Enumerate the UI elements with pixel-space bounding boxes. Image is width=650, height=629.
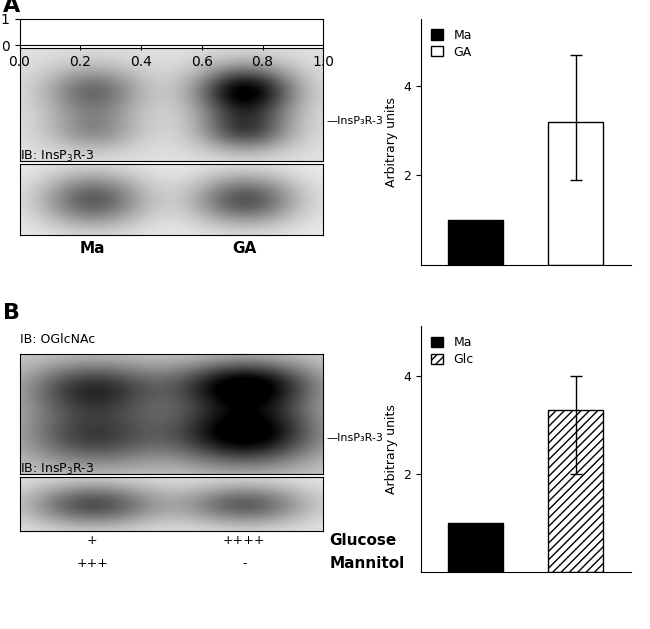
Text: A: A — [3, 0, 21, 16]
Text: B: B — [3, 303, 20, 323]
Text: -: - — [242, 557, 246, 571]
Text: IB: OGlcNAc: IB: OGlcNAc — [20, 333, 95, 347]
Bar — [448, 523, 503, 572]
Bar — [548, 410, 603, 572]
Text: GA: GA — [232, 242, 257, 257]
Y-axis label: Arbitrary units: Arbitrary units — [385, 404, 398, 494]
Y-axis label: Arbitrary units: Arbitrary units — [385, 97, 398, 187]
Bar — [548, 122, 603, 265]
Text: —InsP₃R-3: —InsP₃R-3 — [326, 433, 384, 443]
Text: IB: InsP$_3$R-3: IB: InsP$_3$R-3 — [20, 462, 94, 477]
Text: +++: +++ — [77, 557, 109, 571]
Text: Glucose: Glucose — [330, 533, 396, 548]
Text: IB: InsP$_3$R-3: IB: InsP$_3$R-3 — [20, 148, 94, 164]
Legend: Ma, Glc: Ma, Glc — [427, 333, 478, 370]
Text: +: + — [87, 534, 98, 547]
Legend: Ma, GA: Ma, GA — [427, 25, 476, 62]
Text: ++++: ++++ — [223, 534, 266, 547]
Text: Ma: Ma — [80, 242, 105, 257]
Bar — [448, 220, 503, 265]
Text: Mannitol: Mannitol — [330, 557, 405, 571]
Text: —InsP₃R-3: —InsP₃R-3 — [326, 116, 384, 126]
Text: IB: OGlcNAc: IB: OGlcNAc — [20, 27, 95, 40]
